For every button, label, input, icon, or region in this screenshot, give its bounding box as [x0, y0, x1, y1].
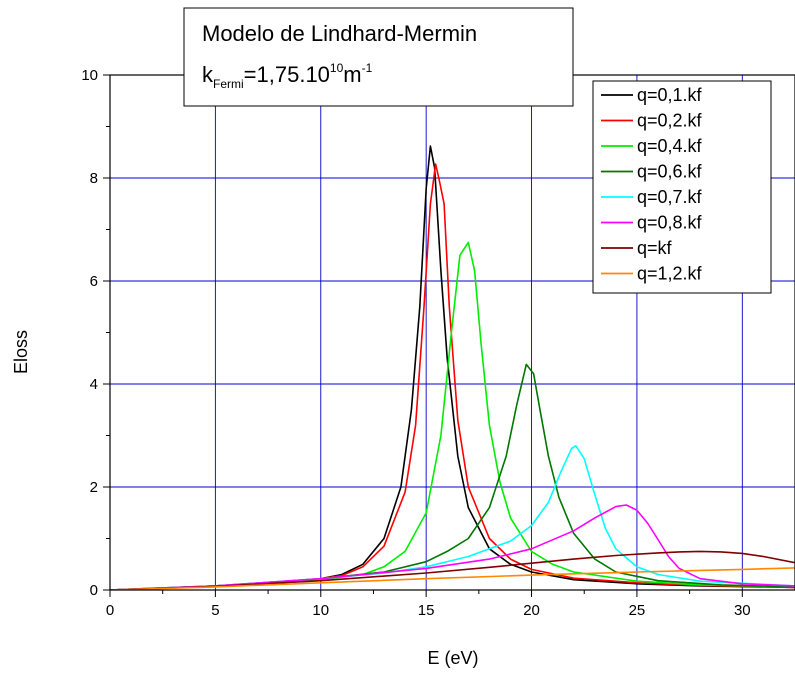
legend-label: q=0,4.kf	[637, 136, 703, 156]
subtitle-mid: =1,75.10	[244, 62, 330, 87]
chart-title: Modelo de Lindhard-Mermin	[202, 21, 477, 46]
subtitle-unit: m	[343, 62, 361, 87]
ticks: 0 5 10 15 20 25 30 0 2 4 6 8 10	[81, 67, 750, 619]
subtitle-prefix: k	[202, 62, 214, 87]
chart-subtitle: kFermi=1,75.1010m-1	[202, 61, 373, 91]
x-tick-label: 0	[106, 602, 114, 619]
series-layer	[110, 145, 795, 590]
y-tick-label: 10	[81, 67, 98, 84]
legend-label: q=0,2.kf	[637, 111, 703, 131]
x-tick-label: 15	[418, 602, 435, 619]
x-tick-label: 5	[211, 602, 219, 619]
series-line	[110, 363, 795, 590]
y-tick-label: 8	[90, 170, 98, 187]
y-tick-label: 6	[90, 273, 98, 290]
legend-box	[592, 80, 772, 294]
series-line	[110, 145, 795, 590]
legend-label: q=0,7.kf	[637, 187, 703, 207]
legend-label: q=0,1.kf	[637, 85, 703, 105]
series-line	[110, 550, 795, 590]
legend-label: q=1,2.kf	[637, 264, 703, 284]
x-tick-label: 30	[734, 602, 751, 619]
x-axis-label: E (eV)	[427, 648, 478, 668]
x-tick-label: 10	[312, 602, 329, 619]
subtitle-superscript-1: 10	[330, 61, 344, 75]
subtitle-subscript: Fermi	[213, 77, 244, 91]
subtitle-superscript-2: -1	[362, 61, 373, 75]
x-tick-label: 20	[523, 602, 540, 619]
y-tick-label: 4	[90, 376, 98, 393]
legend-label: q=0,8.kf	[637, 213, 703, 233]
y-tick-label: 0	[90, 582, 98, 599]
title-box: Modelo de Lindhard-Mermin kFermi=1,75.10…	[183, 7, 574, 107]
legend-label: q=0,6.kf	[637, 162, 703, 182]
series-line	[110, 567, 795, 590]
y-axis-label: Eloss	[11, 330, 31, 374]
series-line	[110, 241, 795, 590]
y-tick-label: 2	[90, 479, 98, 496]
legend: q=0,1.kf q=0,2.kf q=0,4.kf q=0,6.kf q=0,7.kf…	[592, 80, 772, 294]
x-tick-label: 25	[629, 602, 646, 619]
legend-label: q=kf	[637, 238, 673, 258]
series-line	[110, 444, 795, 590]
